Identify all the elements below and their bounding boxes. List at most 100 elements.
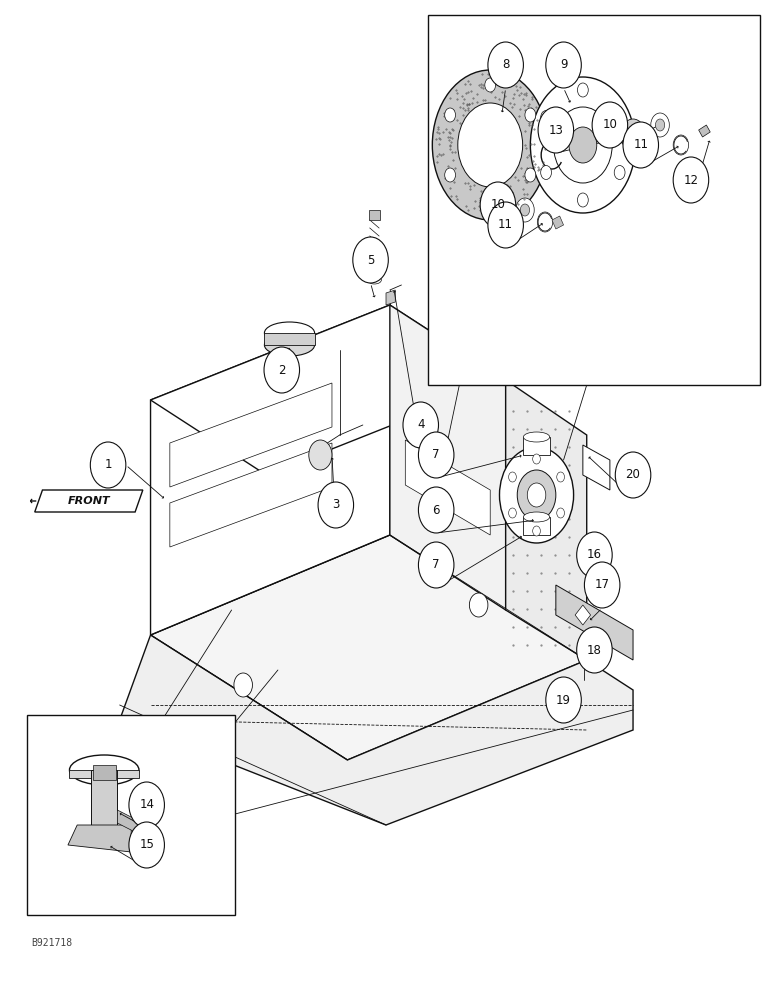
Circle shape [615,110,625,124]
Polygon shape [556,585,633,660]
Circle shape [432,70,548,220]
Circle shape [129,822,164,868]
Circle shape [516,198,534,222]
Text: 11: 11 [633,138,648,151]
Text: 16: 16 [587,548,602,562]
Circle shape [628,128,638,142]
Text: 3: 3 [332,498,340,512]
Circle shape [353,237,388,283]
Circle shape [673,157,709,203]
Circle shape [485,198,496,212]
Circle shape [655,119,665,131]
Circle shape [546,42,581,88]
Polygon shape [264,333,314,345]
Circle shape [525,168,536,182]
Polygon shape [575,605,591,625]
Circle shape [557,508,564,518]
Circle shape [309,440,332,470]
Polygon shape [369,210,380,220]
Text: 19: 19 [556,694,571,706]
Circle shape [592,102,628,148]
Circle shape [485,78,496,92]
Circle shape [554,107,612,183]
Circle shape [318,482,354,528]
Text: 6: 6 [432,504,440,516]
Text: FRONT: FRONT [67,496,110,506]
Circle shape [537,212,553,232]
Circle shape [469,593,488,617]
Polygon shape [523,517,550,535]
Text: 10: 10 [490,198,506,212]
Text: B921718: B921718 [31,938,72,948]
Circle shape [480,182,516,228]
Polygon shape [390,305,506,610]
Text: 10: 10 [602,118,618,131]
Polygon shape [151,535,587,760]
Circle shape [509,508,516,518]
Polygon shape [151,305,390,635]
Ellipse shape [264,334,314,356]
Circle shape [557,472,564,482]
Polygon shape [91,770,117,825]
Ellipse shape [69,755,139,785]
Circle shape [418,542,454,588]
Ellipse shape [523,432,550,442]
Circle shape [533,526,540,536]
Circle shape [418,487,454,533]
Text: 15: 15 [139,838,154,852]
Ellipse shape [523,512,550,522]
Circle shape [546,677,581,723]
Polygon shape [386,290,395,305]
Polygon shape [523,437,550,455]
Circle shape [584,562,620,608]
Polygon shape [68,825,131,852]
Text: 12: 12 [683,174,699,186]
Text: 7: 7 [432,448,440,462]
Polygon shape [405,440,490,535]
Circle shape [651,113,669,137]
Polygon shape [170,383,332,487]
Text: 5: 5 [367,253,374,266]
Polygon shape [69,770,139,778]
Polygon shape [117,810,147,838]
Circle shape [540,110,551,124]
Circle shape [517,470,556,520]
Circle shape [488,42,523,88]
Text: 17: 17 [594,578,610,591]
Circle shape [264,347,300,393]
Text: 11: 11 [498,219,513,232]
Polygon shape [93,765,116,780]
Circle shape [488,202,523,248]
Ellipse shape [264,322,314,344]
Ellipse shape [367,276,381,284]
Circle shape [129,782,164,828]
Circle shape [621,119,645,151]
Circle shape [445,168,455,182]
Text: 13: 13 [548,123,564,136]
Circle shape [577,627,612,673]
Polygon shape [583,445,610,490]
Text: 1: 1 [104,458,112,472]
Circle shape [623,122,659,168]
Circle shape [673,135,689,155]
Circle shape [577,193,588,207]
Text: 2: 2 [278,363,286,376]
Circle shape [520,204,530,216]
Text: 7: 7 [432,558,440,572]
Circle shape [615,452,651,498]
Polygon shape [699,125,710,137]
Text: 18: 18 [587,644,602,656]
Text: 14: 14 [139,798,154,812]
Text: 8: 8 [502,58,510,72]
Circle shape [533,454,540,464]
Circle shape [403,402,438,448]
FancyBboxPatch shape [27,715,235,915]
Circle shape [527,483,546,507]
Text: 9: 9 [560,58,567,72]
Ellipse shape [581,657,588,663]
Ellipse shape [562,686,573,694]
Circle shape [577,83,588,97]
Circle shape [615,165,625,180]
Polygon shape [552,216,564,229]
Circle shape [538,107,574,153]
